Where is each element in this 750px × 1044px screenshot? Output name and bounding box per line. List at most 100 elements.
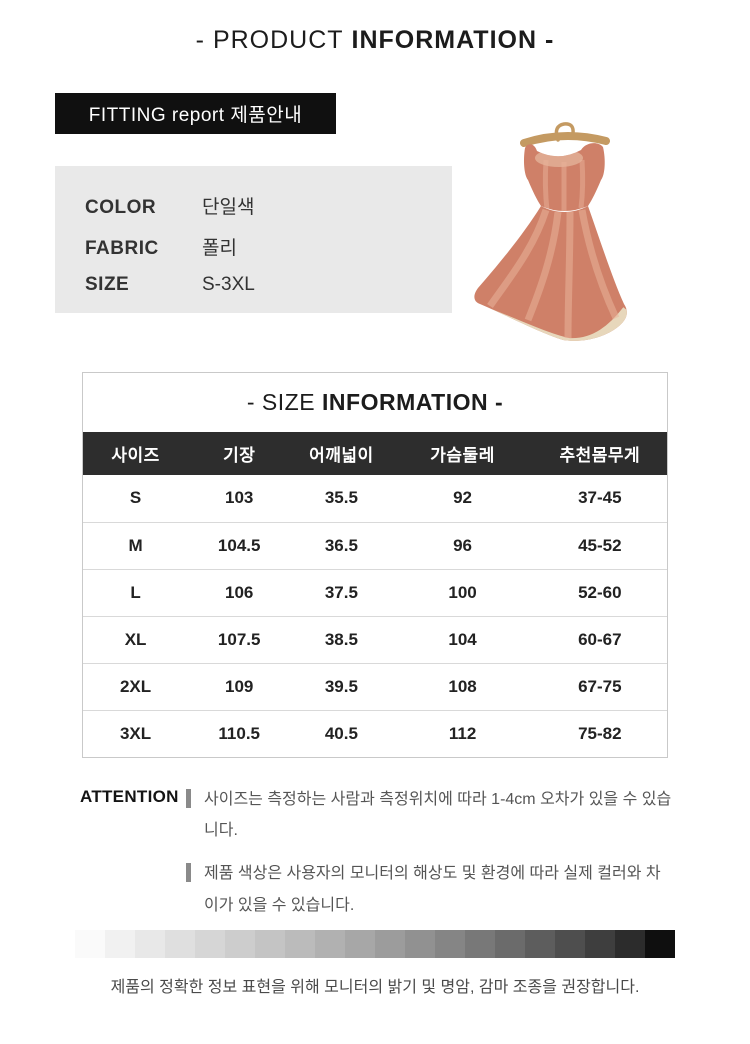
column-header-1: 기장 — [188, 432, 291, 475]
grayscale-step-9 — [315, 930, 345, 958]
note-bullet-bar — [186, 789, 191, 808]
column-header-4: 추천몸무게 — [532, 432, 667, 475]
spec-row-color: COLOR 단일색 — [85, 192, 452, 219]
size-value-cell: 60-67 — [532, 615, 667, 663]
grayscale-step-17 — [555, 930, 585, 958]
column-header-2: 어깨넓이 — [290, 432, 393, 475]
product-photo-dress — [474, 122, 627, 341]
grayscale-step-4 — [165, 930, 195, 958]
page-title-bold: INFORMATION - — [351, 26, 555, 54]
size-name-cell: L — [83, 568, 189, 616]
spec-row-size: SIZE S-3XL — [85, 274, 452, 296]
size-row-xl: XL 107.5 38.5 104 60-67 — [83, 615, 667, 663]
size-value-cell: 39.5 — [290, 662, 393, 710]
size-value-cell: 45-52 — [532, 521, 667, 569]
size-value-cell: 52-60 — [532, 568, 667, 616]
grayscale-step-5 — [195, 930, 225, 958]
grayscale-step-12 — [405, 930, 435, 958]
spec-label: FABRIC — [85, 238, 159, 259]
product-spec-box: COLOR 단일색 FABRIC 폴리 SIZE S-3XL — [55, 166, 452, 313]
attention-notes: 사이즈는 측정하는 사람과 측정위치에 따라 1-4cm 오차가 있을 수 있습… — [186, 784, 672, 933]
spec-value: S-3XL — [202, 274, 255, 295]
size-value-cell: 112 — [392, 709, 533, 757]
size-value-cell: 38.5 — [290, 615, 393, 663]
spec-row-fabric: FABRIC 폴리 — [85, 233, 452, 260]
monitor-adjust-note: 제품의 정확한 정보 표현을 위해 모니터의 밝기 및 명암, 감마 조종을 권… — [110, 979, 640, 996]
size-grid-header-row: 사이즈 기장 어깨넓이 가슴둘레 추천몸무게 — [83, 432, 667, 475]
size-value-cell: 67-75 — [532, 662, 667, 710]
size-value-cell: 100 — [392, 568, 533, 616]
dress-neck-mesh — [535, 149, 583, 167]
size-row-m: M 104.5 36.5 96 45-52 — [83, 521, 667, 569]
size-value-cell: 36.5 — [290, 521, 393, 569]
spec-label: SIZE — [85, 274, 130, 295]
dress-bodice-pattern — [542, 159, 586, 212]
grayscale-step-1 — [75, 930, 105, 958]
grayscale-step-10 — [345, 930, 375, 958]
size-value-cell: 104 — [392, 615, 533, 663]
spec-value: 폴리 — [202, 238, 237, 259]
grayscale-step-20 — [645, 930, 675, 958]
grayscale-step-8 — [285, 930, 315, 958]
page-title: - PRODUCT INFORMATION - — [0, 26, 750, 55]
grayscale-step-3 — [135, 930, 165, 958]
size-information-table: - SIZE INFORMATION - 사이즈 기장 어깨넓이 가슴둘레 추천몸무게 S 1… — [82, 372, 668, 758]
grayscale-step-13 — [435, 930, 465, 958]
column-header-3: 가슴둘레 — [392, 432, 533, 475]
monitor-calibration-bar — [75, 930, 675, 958]
grayscale-step-18 — [585, 930, 615, 958]
size-value-cell: 75-82 — [532, 709, 667, 757]
size-table-title-bold: INFORMATION - — [322, 389, 504, 415]
column-header-0: 사이즈 — [83, 432, 189, 475]
fitting-report-label: FITTING report 제품안내 — [88, 105, 303, 126]
grayscale-step-14 — [465, 930, 495, 958]
page-title-light: - PRODUCT — [195, 26, 344, 54]
size-name-cell: XL — [83, 615, 189, 663]
note-text: 사이즈는 측정하는 사람과 측정위치에 따라 1-4cm 오차가 있을 수 있습… — [204, 791, 672, 840]
fitting-report-banner: FITTING report 제품안내 — [55, 93, 336, 134]
size-row-l: L 106 37.5 100 52-60 — [83, 568, 667, 616]
size-name-cell: S — [129, 488, 142, 508]
note-bullet-bar — [186, 863, 191, 883]
grayscale-step-15 — [495, 930, 525, 958]
size-value-cell: 109 — [188, 662, 291, 710]
grayscale-step-16 — [525, 930, 555, 958]
attention-label: ATTENTION — [80, 787, 179, 806]
grayscale-step-11 — [375, 930, 405, 958]
size-row-2xl: 2XL 109 39.5 108 67-75 — [83, 662, 667, 710]
size-table-title: - SIZE INFORMATION - — [83, 373, 667, 432]
grayscale-step-2 — [105, 930, 135, 958]
grayscale-step-19 — [615, 930, 645, 958]
size-value-cell: 106 — [188, 568, 291, 616]
attention-note-1: 사이즈는 측정하는 사람과 측정위치에 따라 1-4cm 오차가 있을 수 있습… — [186, 784, 672, 846]
size-value-cell: 108 — [392, 662, 533, 710]
grayscale-step-7 — [255, 930, 285, 958]
attention-section: ATTENTION 사이즈는 측정하는 사람과 측정위치에 따라 1-4cm 오… — [80, 784, 672, 933]
size-name-cell: M — [83, 521, 189, 569]
size-value-cell: 96 — [392, 521, 533, 569]
size-row-3xl: 3XL 110.5 40.5 112 75-82 — [83, 709, 667, 757]
size-value-cell: 37-45 — [578, 488, 622, 508]
size-row-s: S 103 35.5 92 37-45 — [83, 475, 667, 522]
spec-label: COLOR — [85, 197, 157, 218]
size-value-cell: 40.5 — [290, 709, 393, 757]
grayscale-step-6 — [225, 930, 255, 958]
size-table-title-light: - SIZE — [246, 389, 316, 415]
attention-note-2: 제품 색상은 사용자의 모니터의 해상도 및 환경에 따라 실제 컬러와 차이가… — [186, 858, 672, 920]
size-value-cell: 35.5 — [324, 488, 358, 508]
dress-skirt — [474, 206, 627, 341]
spec-value: 단일색 — [202, 197, 255, 218]
size-value-cell: 104.5 — [188, 521, 291, 569]
size-value-cell: 110.5 — [188, 709, 291, 757]
dress-lace-pattern — [487, 208, 620, 339]
size-value-cell: 103 — [225, 488, 254, 508]
size-value-cell: 37.5 — [290, 568, 393, 616]
hanger-bar — [520, 132, 610, 147]
size-grid: 사이즈 기장 어깨넓이 가슴둘레 추천몸무게 S 103 35.5 92 37-45 M 104.5 3… — [83, 432, 667, 757]
size-name-cell: 2XL — [83, 662, 189, 710]
note-text: 제품 색상은 사용자의 모니터의 해상도 및 환경에 따라 실제 컬러와 차이가… — [204, 865, 661, 914]
size-value-cell: 92 — [453, 488, 473, 508]
size-name-cell: 3XL — [83, 709, 189, 757]
size-value-cell: 107.5 — [188, 615, 291, 663]
